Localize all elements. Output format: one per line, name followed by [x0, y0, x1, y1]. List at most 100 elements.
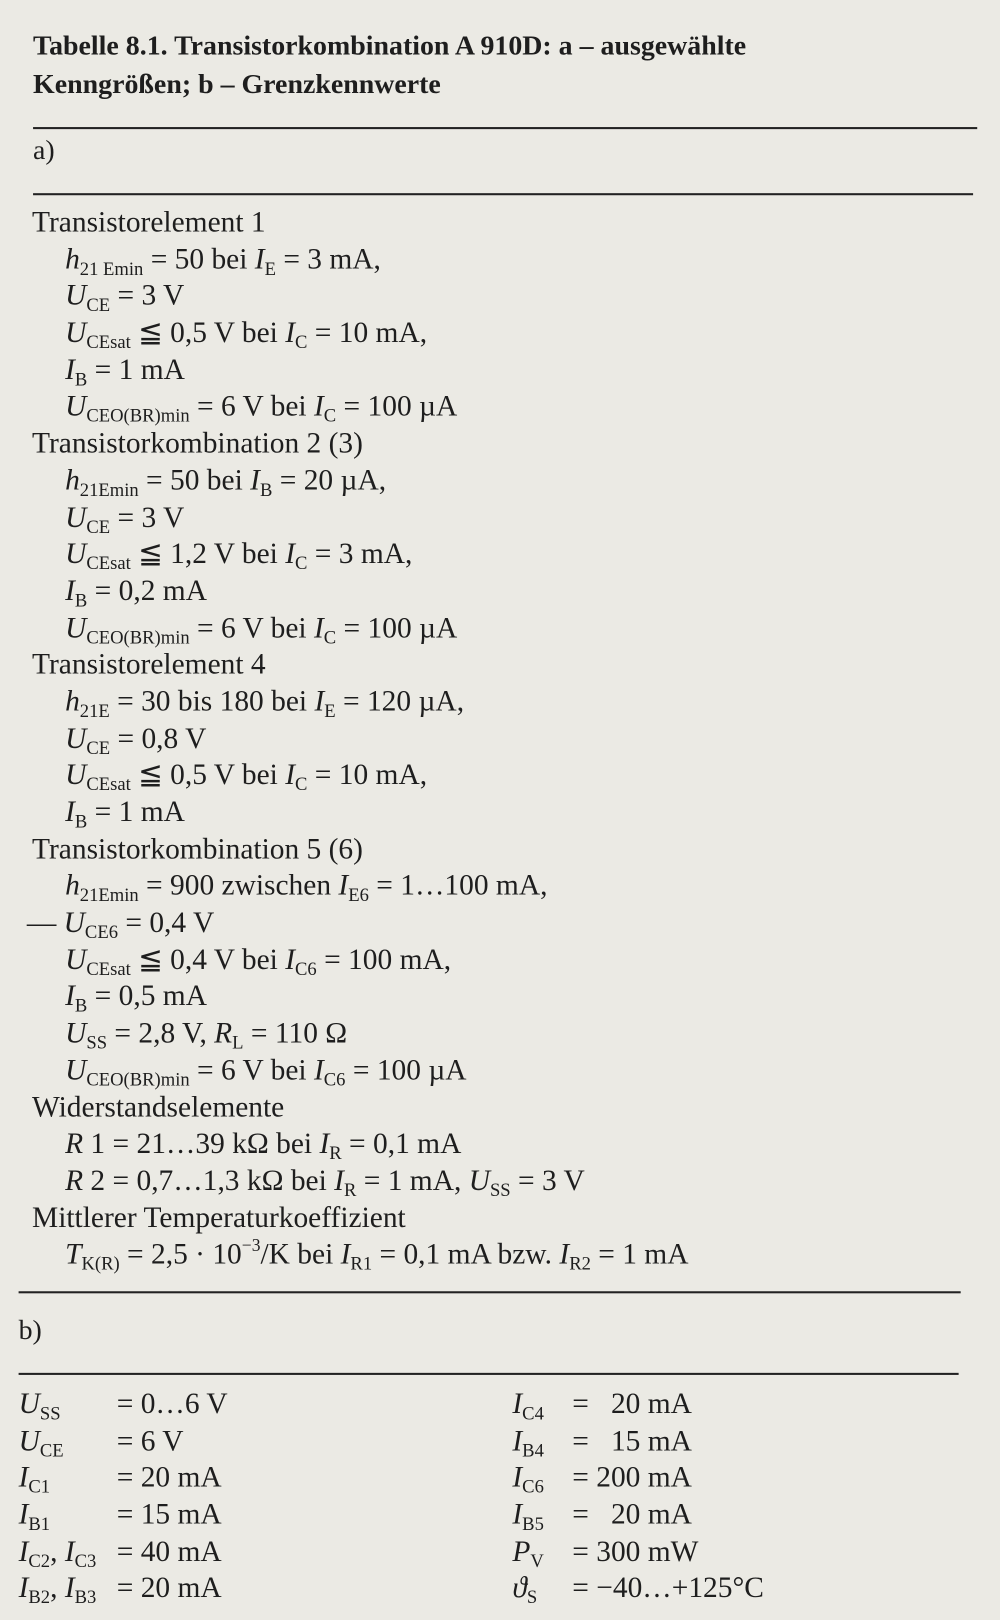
symbol: I	[285, 317, 296, 350]
limit-symbol: IC2, IC3	[19, 1534, 97, 1571]
symbol: I	[18, 1498, 29, 1531]
subscript: C	[295, 552, 308, 574]
symbol: U	[65, 943, 87, 976]
subscript: B1	[28, 1513, 51, 1535]
parameter-line: UCEO(BR)min = 6 V bei IC6 = 100 µA	[0, 1052, 1000, 1089]
text: = 120 µA,	[335, 685, 465, 718]
symbol: I	[512, 1425, 523, 1458]
group-heading: Transistorkombination 2 (3)	[0, 426, 1000, 463]
subscript: SS	[86, 1032, 108, 1053]
subscript: E	[264, 257, 276, 279]
text: = 1 mA,	[356, 1165, 469, 1198]
symbol: I	[285, 759, 296, 792]
text: Transistorelement 1	[32, 206, 266, 239]
text: = 0,2 mA	[87, 575, 207, 608]
subscript: B	[74, 368, 88, 390]
parameter-line: h21Emin = 900 zwischen IE6 = 1…100 mA,	[0, 868, 1000, 905]
symbol: I	[285, 943, 296, 976]
limit-symbol: IB1	[19, 1497, 51, 1534]
subscript: C2	[28, 1550, 51, 1571]
symbol: I	[512, 1388, 523, 1421]
text: = 6 V bei	[189, 1054, 314, 1087]
text: = 6 V bei	[189, 390, 314, 423]
group-heading: Transistorelement 4	[0, 647, 1000, 684]
subscript: CE	[86, 515, 111, 537]
subscript: CE	[39, 1439, 64, 1461]
symbol: U	[65, 317, 87, 350]
subscript: C	[295, 774, 308, 795]
text: = 0,8 V	[110, 722, 207, 755]
text: Widerstandselemente	[32, 1091, 285, 1124]
limit-value: = 15 mA	[116, 1498, 222, 1531]
subscript: 21Emin	[79, 479, 139, 500]
subscript: CE	[86, 294, 111, 316]
symbol: R	[214, 1017, 233, 1050]
text: = 1…100 mA,	[368, 870, 548, 903]
limit-value: = 20 mA	[572, 1388, 692, 1421]
limit-symbol: USS	[19, 1386, 61, 1423]
symbol: U	[65, 390, 87, 423]
symbol: I	[313, 390, 324, 423]
symbol: U	[65, 722, 87, 755]
symbol: I	[64, 1535, 75, 1568]
text: Transistorkombination 2 (3)	[32, 427, 363, 460]
symbol: U	[63, 907, 85, 940]
symbol: h	[65, 870, 80, 903]
section-a-characteristics: Transistorelement 1 h21 Emin = 50 bei IE …	[0, 205, 1000, 1274]
limit-symbol: PV	[512, 1534, 543, 1571]
section-b-label: b)	[18, 1313, 42, 1345]
parameter-line: UCE = 3 V	[0, 278, 1000, 315]
superscript: −3	[241, 1235, 261, 1256]
subscript: C6	[295, 958, 317, 980]
limit-value: = 15 mA	[572, 1425, 692, 1458]
subscript: C3	[74, 1550, 97, 1571]
subscript: B2	[28, 1587, 51, 1608]
symbol: I	[65, 796, 75, 829]
symbol: I	[314, 685, 325, 718]
group-heading: Mittlerer Temperaturkoeffizient	[0, 1200, 1000, 1237]
symbol: I	[559, 1238, 570, 1271]
text: = 0,4 V	[118, 907, 215, 940]
section-a-label: a)	[33, 134, 55, 166]
subscript: B	[74, 810, 88, 832]
text: ≦ 0,4 V bei	[130, 943, 286, 976]
subscript: C6	[522, 1476, 544, 1498]
parameter-line: UCEO(BR)min = 6 V bei IC = 100 µA	[0, 389, 1000, 426]
subscript: K(R)	[81, 1253, 120, 1274]
text: = 0,1 mA bzw.	[372, 1238, 560, 1271]
limit-symbol: IB5	[512, 1497, 544, 1534]
parameter-line: h21E = 30 bis 180 bei IE = 120 µA,	[0, 684, 1000, 721]
symbol: I	[285, 538, 296, 571]
parameter-line: IB = 0,2 mA	[0, 573, 1000, 610]
limit-symbol: IC6	[512, 1460, 544, 1497]
text: = 3 V	[110, 280, 185, 313]
text: = 3 mA,	[275, 243, 381, 276]
subscript: B	[259, 479, 273, 500]
section-b-limits-table: USS = 0…6 V IC4 = 20 mA UCE = 6 V IB4 = 15 mA IC…	[19, 1386, 969, 1607]
subscript: R2	[569, 1253, 591, 1274]
parameter-line: h21 Emin = 50 bei IE = 3 mA,	[0, 241, 1000, 278]
subscript: R1	[350, 1253, 373, 1274]
text: /K bei	[260, 1238, 341, 1271]
divider	[33, 193, 974, 196]
parameter-line: h21Emin = 50 bei IB = 20 µA,	[0, 463, 1000, 500]
parameter-line: R 2 = 0,7…1,3 kΩ bei IR = 1 mA, USS = 3 …	[0, 1163, 1000, 1200]
subscript: CEO(BR)min	[86, 1068, 190, 1090]
limit-value: = −40…+125°C	[572, 1572, 764, 1605]
text: = 3 V	[510, 1165, 585, 1198]
text: = 900 zwischen	[138, 870, 339, 903]
parameter-line: UCEO(BR)min = 6 V bei IC = 100 µA	[0, 610, 1000, 647]
text: = 2,8 V,	[107, 1017, 215, 1050]
text: Mittlerer Temperaturkoeffizient	[32, 1201, 406, 1234]
text: = 100 µA	[336, 612, 458, 645]
text: ≦ 0,5 V bei	[130, 317, 286, 350]
text: ≦ 0,5 V bei	[130, 759, 286, 792]
text: = 1 mA	[87, 354, 185, 387]
symbol: I	[65, 980, 75, 1013]
subscript: SS	[489, 1179, 511, 1201]
subscript: C6	[323, 1068, 346, 1090]
symbol: I	[334, 1165, 344, 1198]
parameter-line: UCEsat ≦ 0,5 V bei IC = 10 mA,	[0, 758, 1000, 795]
symbol: I	[512, 1462, 523, 1495]
